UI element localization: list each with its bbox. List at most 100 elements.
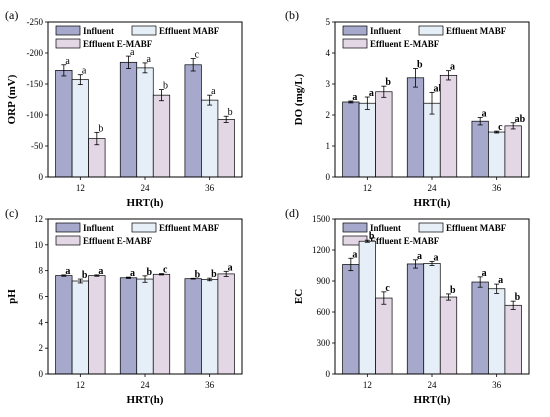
legend-entry: Influent <box>370 223 401 233</box>
significance-label: b <box>147 267 153 278</box>
y-axis-label: DO (mg/L) <box>293 73 305 125</box>
significance-label: b <box>82 270 88 281</box>
x-tick-label: 24 <box>428 380 438 390</box>
legend-entry: Effluent MABF <box>446 26 507 36</box>
legend-swatch <box>342 38 368 49</box>
significance-label: a <box>369 88 374 99</box>
bar <box>88 275 106 375</box>
x-tick-label: 36 <box>205 183 215 193</box>
x-tick-label: 36 <box>205 380 215 390</box>
bar <box>136 67 154 178</box>
bar <box>488 131 506 178</box>
bar <box>71 79 89 178</box>
panel-label: (d) <box>285 206 299 220</box>
significance-label: a <box>450 62 455 73</box>
y-tick-label: 8 <box>39 266 44 276</box>
plot-frame <box>47 21 243 178</box>
x-axis-label: HRT(h) <box>414 394 451 406</box>
legend-entry: Effluent MABF <box>159 26 220 36</box>
y-tick-label: 5 <box>326 17 331 27</box>
panel-label: (a) <box>5 8 18 22</box>
legend-swatch <box>55 38 81 49</box>
chart-panel-4: (d) Influent Effluent MABF Effluent E-MABF a… <box>285 206 530 406</box>
panel-label: (c) <box>5 206 18 220</box>
panel-label: (b) <box>285 8 299 22</box>
significance-label: b <box>98 123 103 134</box>
x-axis-label: HRT(h) <box>127 197 164 209</box>
significance-label: b <box>228 107 233 118</box>
bar <box>342 264 360 375</box>
y-tick-label: -100 <box>27 110 44 120</box>
bar <box>488 288 506 375</box>
plot-frame <box>334 218 530 375</box>
significance-label: a <box>482 268 487 279</box>
y-tick-label: 1500 <box>312 214 331 224</box>
y-tick-label: 600 <box>317 307 331 317</box>
y-tick-label: 900 <box>317 276 331 286</box>
legend-swatch <box>55 222 81 233</box>
plot-frame <box>334 21 530 178</box>
y-tick-label: 0 <box>39 172 44 182</box>
y-tick-label: 1200 <box>312 245 331 255</box>
significance-label: b <box>211 269 217 280</box>
significance-label: a <box>352 249 357 260</box>
significance-label: a <box>65 56 70 67</box>
significance-label: a <box>498 275 503 286</box>
bar <box>201 279 219 375</box>
significance-label: b <box>515 292 521 303</box>
bar <box>504 304 522 375</box>
legend-swatch <box>55 235 81 246</box>
significance-label: b <box>417 60 423 71</box>
legend-swatch <box>131 222 157 233</box>
x-axis-label: HRT(h) <box>127 394 164 406</box>
legend-entry: Effluent MABF <box>446 223 507 233</box>
x-tick-label: 12 <box>76 380 85 390</box>
y-axis-label: EC <box>293 289 305 304</box>
bar <box>119 277 138 375</box>
legend-entry: Effluent MABF <box>159 223 220 233</box>
y-axis-label: pH <box>6 289 18 304</box>
significance-label: b <box>195 269 201 280</box>
legend-entry: Influent <box>83 223 114 233</box>
chart-panel-3: (c) Influent Effluent MABF Effluent E-MABF a… <box>5 206 243 406</box>
legend-swatch <box>418 222 444 233</box>
legend-entry: Effluent E-MABF <box>83 39 153 49</box>
y-tick-label: -150 <box>27 79 44 89</box>
y-tick-label: 0 <box>326 172 331 182</box>
bar <box>55 275 73 375</box>
bar <box>406 77 425 178</box>
y-tick-label: 0 <box>326 369 331 379</box>
x-tick-label: 12 <box>363 183 372 193</box>
significance-label: a <box>434 252 439 263</box>
significance-label: a <box>228 262 233 273</box>
y-tick-label: 4 <box>39 317 44 327</box>
y-tick-label: 6 <box>39 292 44 302</box>
y-tick-label: -250 <box>27 17 44 27</box>
legend-swatch <box>131 25 157 36</box>
bar <box>358 102 376 178</box>
significance-label: a <box>482 108 487 119</box>
x-axis-label: HRT(h) <box>414 197 451 209</box>
significance-label: b <box>369 231 375 242</box>
x-tick-label: 24 <box>428 183 438 193</box>
significance-label: b <box>163 81 168 92</box>
bar <box>358 240 376 375</box>
significance-label: ab <box>434 83 445 94</box>
legend-entry: Influent <box>370 26 401 36</box>
y-tick-label: 1 <box>326 141 331 151</box>
significance-label: a <box>130 47 135 58</box>
bar <box>375 297 393 375</box>
bar <box>217 118 235 178</box>
bar <box>439 296 458 375</box>
x-tick-label: 24 <box>141 380 151 390</box>
legend-entry: Effluent E-MABF <box>83 236 153 246</box>
bar <box>71 280 89 375</box>
x-tick-label: 36 <box>492 183 502 193</box>
y-axis-label: ORP (mV) <box>6 74 18 124</box>
y-tick-label: -50 <box>31 141 43 151</box>
bar <box>201 99 219 178</box>
bar <box>342 101 360 178</box>
bar <box>423 263 441 375</box>
